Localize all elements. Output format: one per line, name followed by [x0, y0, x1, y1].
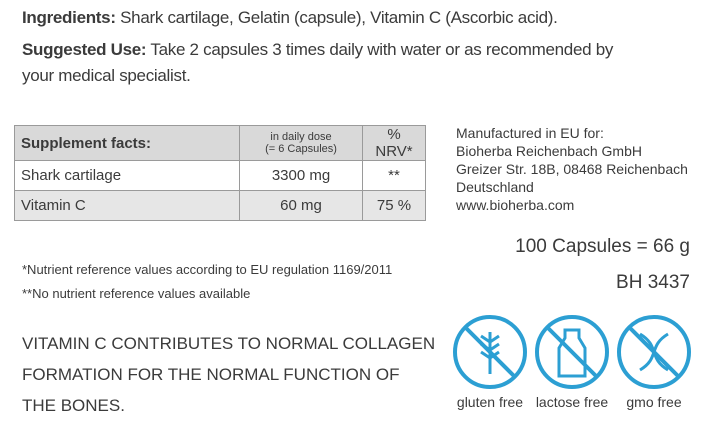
- claim-line: THE BONES.: [22, 396, 125, 415]
- claim-line: VITAMIN C CONTRIBUTES TO NORMAL COLLAGEN: [22, 334, 436, 353]
- manufacturer-line: Deutschland: [456, 179, 534, 195]
- claim: VITAMIN C CONTRIBUTES TO NORMAL COLLAGEN…: [22, 328, 435, 421]
- cell: Vitamin C: [14, 190, 240, 221]
- table-row: Vitamin C 60 mg 75 %: [14, 190, 426, 221]
- cell: 75 %: [362, 190, 426, 221]
- ingredients: Ingredients: Shark cartilage, Gelatin (c…: [22, 8, 558, 28]
- cell: 3300 mg: [239, 160, 363, 191]
- suggested-use: Suggested Use: Take 2 capsules 3 times d…: [22, 40, 613, 60]
- icon-label: gmo free: [626, 394, 682, 410]
- icon-label: gluten free: [456, 394, 524, 410]
- quantity: 100 Capsules = 66 g: [515, 236, 690, 257]
- suggested-use-text: your medical specialist.: [22, 66, 191, 85]
- header-cell: in daily dose (= 6 Capsules): [239, 125, 363, 161]
- claim-line: FORMATION FOR THE NORMAL FUNCTION OF: [22, 365, 400, 384]
- cell: Shark cartilage: [14, 160, 240, 191]
- product-code: BH 3437: [616, 272, 690, 293]
- header-cell: Supplement facts:: [14, 125, 240, 161]
- footnote: **No nutrient reference values available: [22, 286, 251, 301]
- supplement-table: Supplement facts: in daily dose (= 6 Caps…: [14, 125, 426, 221]
- manufacturer: Manufactured in EU for: Bioherba Reichen…: [456, 124, 688, 214]
- icons: [453, 315, 691, 389]
- manufacturer-line: Manufactured in EU for:: [456, 125, 604, 141]
- icon-label: lactose free: [535, 394, 609, 410]
- ingredients-label: Ingredients:: [22, 8, 116, 27]
- manufacturer-line: Bioherba Reichenbach GmbH: [456, 143, 642, 159]
- ingredients-text: Shark cartilage, Gelatin (capsule), Vita…: [120, 8, 558, 27]
- header-line: in daily dose: [270, 131, 332, 143]
- header-line: (= 6 Capsules): [265, 143, 337, 155]
- suggested-use-label: Suggested Use:: [22, 40, 147, 59]
- cell: **: [362, 160, 426, 191]
- table-header: Supplement facts: in daily dose (= 6 Caps…: [14, 125, 426, 161]
- manufacturer-line: Greizer Str. 18B, 08468 Reichenbach: [456, 161, 688, 177]
- suggested-use-text: Take 2 capsules 3 times daily with water…: [150, 40, 614, 59]
- footnote: *Nutrient reference values according to …: [22, 262, 393, 277]
- manufacturer-line: www.bioherba.com: [456, 197, 575, 213]
- header-cell: % NRV*: [362, 125, 426, 161]
- cell: 60 mg: [239, 190, 363, 221]
- table-row: Shark cartilage 3300 mg **: [14, 160, 426, 191]
